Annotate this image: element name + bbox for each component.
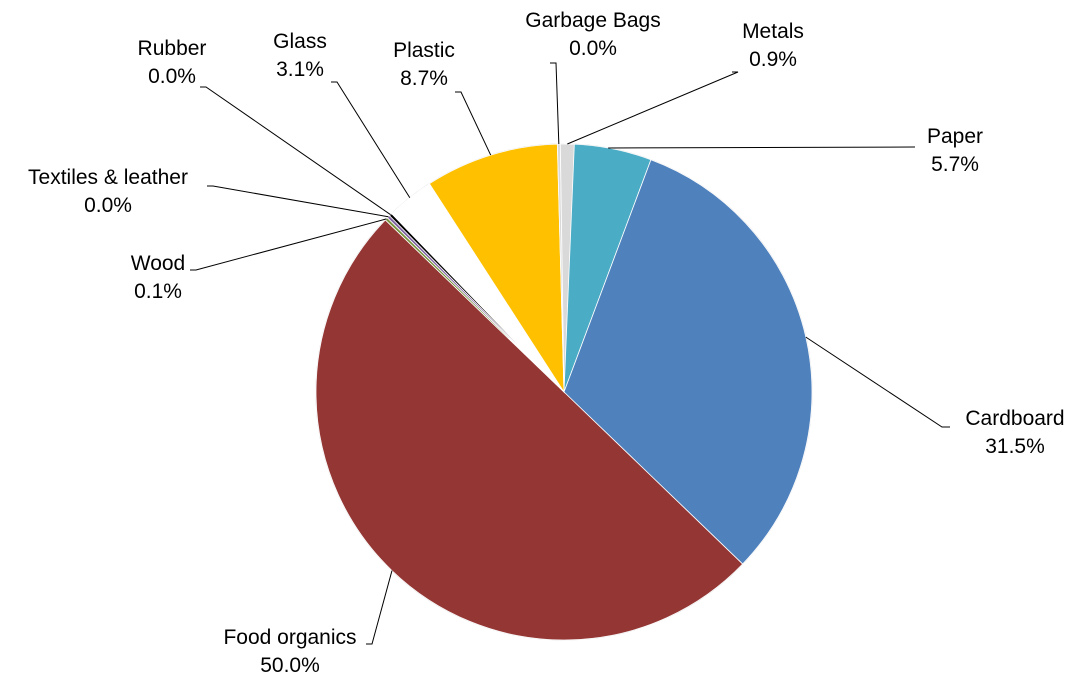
label-garbage-bags: Garbage Bags bbox=[525, 9, 660, 32]
value-label-metals: 0.9% bbox=[749, 48, 797, 71]
leader-line-paper bbox=[608, 146, 916, 149]
value-label-garbage-bags: 0.0% bbox=[569, 37, 617, 60]
value-label-glass: 3.1% bbox=[276, 58, 324, 81]
label-plastic: Plastic bbox=[393, 39, 455, 62]
leader-line-glass bbox=[331, 81, 411, 199]
label-cardboard: Cardboard bbox=[965, 407, 1064, 430]
value-label-wood: 0.1% bbox=[134, 280, 182, 303]
leader-line-metals bbox=[567, 71, 739, 145]
label-rubber: Rubber bbox=[138, 37, 207, 60]
label-textiles-leather: Textiles & leather bbox=[28, 166, 188, 189]
leader-line-textiles-leather bbox=[207, 185, 389, 218]
slice-plastic bbox=[428, 143, 565, 394]
label-glass: Glass bbox=[273, 30, 327, 53]
label-paper: Paper bbox=[927, 125, 983, 148]
value-label-rubber: 0.0% bbox=[148, 65, 196, 88]
label-wood: Wood bbox=[131, 252, 185, 275]
leader-line-cardboard bbox=[805, 336, 950, 428]
value-label-plastic: 8.7% bbox=[400, 67, 448, 90]
slice-cardboard bbox=[563, 159, 813, 565]
slice-labels: Paper 5.7% Cardboard 31.5% Food organics 50.0… bbox=[28, 9, 1065, 677]
value-label-cardboard: 31.5% bbox=[985, 435, 1045, 458]
value-label-paper: 5.7% bbox=[931, 153, 979, 176]
leader-line-garbage-bags bbox=[550, 62, 560, 145]
value-label-textiles-leather: 0.0% bbox=[84, 194, 132, 217]
label-food-organics: Food organics bbox=[223, 626, 356, 649]
label-metals: Metals bbox=[742, 20, 804, 43]
leader-line-wood bbox=[190, 218, 387, 271]
value-label-food-organics: 50.0% bbox=[260, 654, 320, 677]
leader-lines bbox=[190, 62, 950, 645]
leader-line-food-organics bbox=[366, 570, 393, 645]
leader-line-rubber bbox=[200, 86, 391, 216]
pie-slices bbox=[315, 143, 813, 641]
leader-line-plastic bbox=[455, 91, 492, 156]
